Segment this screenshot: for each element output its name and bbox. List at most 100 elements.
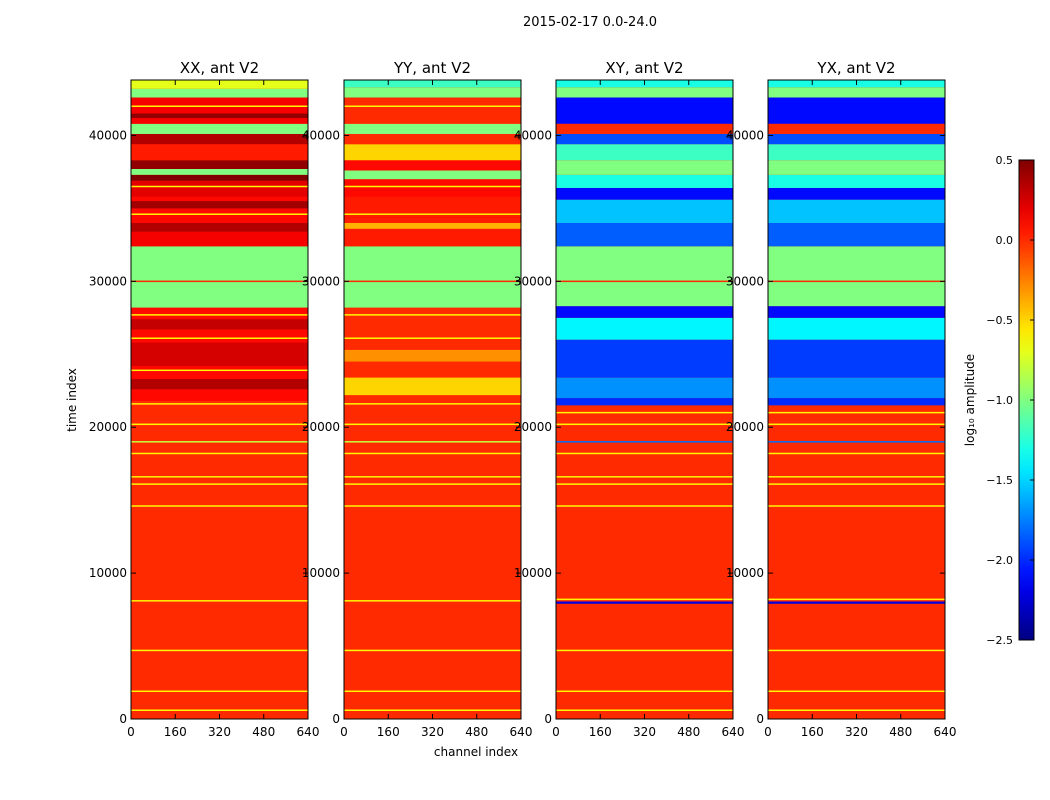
heatmap-line [131,337,308,339]
panel-3: XY, ant V2 0 160 320 480 640 0 10000 20000 30000 4… [514,59,745,739]
colorbar-tick-label: 0.5 [996,154,1014,167]
heatmap-line [344,314,521,316]
heatmap-band [131,449,308,719]
heatmap-band [344,349,521,362]
heatmap-line [131,314,308,316]
heatmap-band [131,319,308,330]
heatmap-line [768,280,945,283]
heatmap-band [556,306,733,318]
heatmap-line [344,185,521,188]
heatmap-line [556,598,733,601]
y-axis-label: time index [65,368,79,432]
heatmap-line [768,476,945,478]
heatmap-band [768,222,945,247]
heatmap-band [344,144,521,161]
heatmap-band [344,400,521,719]
heatmap-line [768,483,945,485]
heatmap-band [768,306,945,318]
heatmap-line [131,105,308,108]
heatmap-line [344,441,521,443]
y-tick-label: 0 [119,712,127,726]
x-tick-label: 640 [722,725,745,739]
y-tick-label: 20000 [302,420,340,434]
heatmap-line [344,600,521,602]
heatmap-line [556,452,733,455]
heatmap-band [768,144,945,161]
heatmap-band [556,377,733,399]
heatmap-line [131,452,308,455]
heatmap-band [556,133,733,145]
heatmap-line [556,280,733,283]
heatmap-band [131,174,308,181]
heatmap-band [344,377,521,396]
heatmap-line [344,213,521,215]
heatmap-band [768,317,945,340]
heatmap-line [344,505,521,507]
heatmap-band [556,97,733,124]
y-tick-label: 10000 [726,566,764,580]
heatmap-band [344,87,521,98]
y-tick-label: 40000 [514,128,552,142]
heatmap-band [131,201,308,209]
panel-1: XX, ant V2 0 160 320 480 640 0 10000 20000 30000 4… [89,59,320,739]
heatmap-band [768,97,945,124]
panel-4: YX, ant V2 0 160 320 480 640 0 10000 20000 30000 4… [726,59,957,739]
y-tick-label: 30000 [302,274,340,288]
heatmap-line [556,483,733,485]
colorbar-tick-label: −1.5 [986,474,1013,487]
heatmap-line [768,709,945,711]
colorbar-tick-label: −2.0 [986,554,1013,567]
heatmap-band [556,199,733,223]
x-tick-label: 480 [889,725,912,739]
heatmap-band [768,160,945,175]
heatmap-band [556,222,733,247]
heatmap-band [768,339,945,378]
x-tick-label: 640 [934,725,957,739]
heatmap-band [556,174,733,188]
panel-title: XY, ant V2 [605,59,683,77]
heatmap-line [768,452,945,455]
x-tick-label: 480 [677,725,700,739]
heatmap-line [344,709,521,711]
panel-2: YY, ant V2 0 160 320 480 640 0 10000 20000 30000 4… [302,59,533,739]
heatmap-line [344,423,521,426]
heatmap-line [556,690,733,693]
heatmap-line [556,441,733,443]
heatmap-line [768,505,945,507]
heatmap-line [131,600,308,602]
heatmap-band [131,113,308,118]
x-tick-label: 640 [510,725,533,739]
heatmap-band [768,405,945,719]
heatmap-band [131,97,308,124]
heatmap-band [556,123,733,134]
heatmap-band [344,133,521,145]
heatmap-line [556,423,733,426]
heatmap-line [344,337,521,339]
heatmap-band [768,601,945,604]
heatmap-line [131,476,308,478]
heatmap-band [131,222,308,232]
heatmap-band [768,123,945,134]
heatmap-band [344,97,521,124]
panel-title: YY, ant V2 [393,59,471,77]
colorbar-label: log₁₀ amplitude [963,354,977,446]
heatmap-line [131,185,308,188]
colorbar-tick-label: −0.5 [986,314,1013,327]
heatmap-band [556,601,733,604]
heatmap-line [768,690,945,693]
heatmap-line [131,709,308,711]
heatmap-line [556,505,733,507]
y-tick-label: 20000 [89,420,127,434]
colorbar: 0.5 0.0 −0.5 −1.0 −1.5 −2.0 −2.5 log₁₀ amplitud… [963,154,1035,647]
heatmap-band [131,160,308,169]
heatmap-band [556,398,733,406]
x-tick-label: 160 [801,725,824,739]
x-tick-label: 160 [164,725,187,739]
y-tick-label: 20000 [514,420,552,434]
heatmap-line [556,649,733,652]
heatmap-band [131,88,308,98]
x-tick-label: 160 [377,725,400,739]
heatmap-band [344,179,521,197]
y-tick-label: 40000 [302,128,340,142]
heatmap-band [131,196,308,223]
